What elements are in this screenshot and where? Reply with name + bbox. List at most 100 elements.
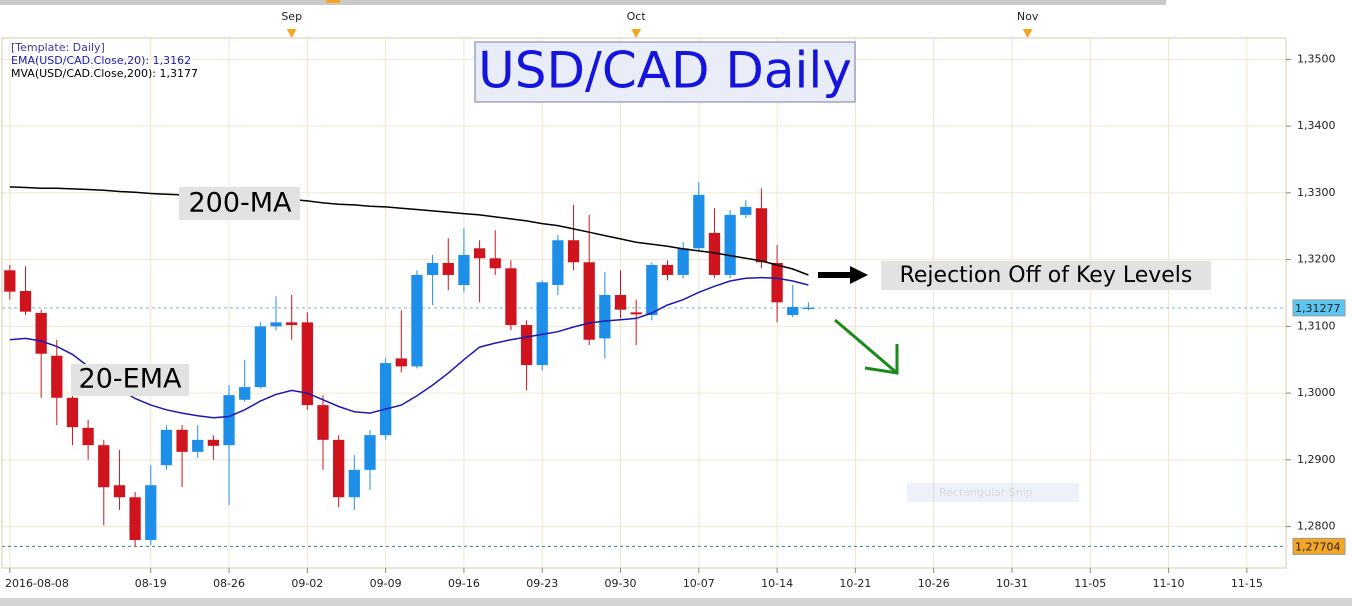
candle-body (693, 194, 705, 249)
x-tick-label: 09-30 (605, 577, 637, 590)
candle-body (66, 397, 79, 428)
y-tick-label: 1,3300 (1297, 186, 1336, 199)
y-tick-label: 1,3500 (1297, 52, 1336, 65)
candle-body (333, 439, 345, 498)
candle-body (567, 240, 580, 263)
annotation: 20-EMA (79, 364, 182, 395)
x-tick-label: 11-15 (1231, 577, 1263, 590)
x-tick-label: 08-26 (213, 577, 245, 590)
annotation: 200-MA (188, 188, 292, 219)
candle-body (787, 307, 799, 316)
legend-entry: MVA(USD/CAD.Close,200): 1,3177 (11, 67, 198, 80)
arrow-head (864, 344, 899, 375)
title-box: USD/CAD Daily (474, 41, 856, 103)
scroll-marker (326, 0, 340, 3)
y-tick-label: 1,2900 (1297, 453, 1336, 466)
candle-body (223, 395, 235, 446)
price-badge (1292, 537, 1346, 555)
candle-body (614, 294, 627, 310)
candle-body (505, 268, 517, 326)
candle-body (458, 254, 470, 285)
candle-body (677, 248, 689, 275)
y-tick-label: 1,3100 (1297, 319, 1336, 332)
annotation-background (71, 364, 189, 396)
candle-body (442, 262, 454, 275)
title-background (474, 41, 856, 103)
month-marker (286, 29, 297, 38)
green-arrow (834, 318, 899, 375)
candle-body (254, 326, 267, 388)
x-tick-label: 11-10 (1153, 577, 1185, 590)
y-tick-label: 1,2800 (1297, 520, 1336, 533)
indicator-line (9, 186, 809, 276)
x-tick-label: 2016-08-08 (5, 577, 69, 590)
candle-body (599, 294, 611, 339)
candle-body (4, 270, 16, 292)
black-arrow (818, 266, 868, 284)
candle-body (286, 322, 298, 326)
arrow-shaft (834, 318, 898, 375)
x-tick-label: 09-23 (526, 577, 558, 590)
candle-body (145, 485, 157, 540)
candle-body (646, 264, 658, 316)
legend: [Template: Daily] EMA(USD/CAD.Close,20):… (11, 41, 198, 80)
x-tick-label: 10-21 (839, 577, 871, 590)
month-label: Sep (281, 10, 302, 23)
candle-body (348, 469, 360, 498)
annotation: Rejection Off of Key Levels (900, 263, 1193, 288)
candle-body (755, 208, 768, 263)
candle-body (740, 206, 752, 215)
month-label: Oct (627, 10, 647, 23)
indicator-line (9, 276, 809, 419)
x-tick-label: 09-02 (291, 577, 323, 590)
candle-body (239, 387, 251, 400)
candle-body (317, 405, 329, 440)
candle-body (802, 307, 815, 310)
candle-body (395, 358, 407, 367)
x-tick-label: 08-19 (135, 577, 167, 590)
candle-body (82, 427, 94, 446)
candle-body (661, 264, 674, 275)
candle-body (51, 355, 63, 398)
candle-body (113, 485, 126, 498)
y-tick-label: 1,3400 (1297, 119, 1336, 132)
candle-body (473, 248, 486, 259)
candle-body (426, 262, 439, 275)
x-tick-label: 09-16 (448, 577, 480, 590)
scroll-strip (0, 0, 1166, 5)
candle-body (630, 312, 642, 315)
x-tick-label: 10-26 (918, 577, 950, 590)
candle-body (35, 313, 47, 354)
candle-body (98, 445, 110, 488)
candle-body (411, 274, 423, 367)
candle-body (771, 262, 783, 303)
candle-body (520, 325, 533, 366)
candle-body (207, 439, 220, 446)
annotation-rejection: Rejection Off of Key Levels (881, 261, 1211, 290)
annotation-background (179, 187, 300, 220)
candle-body (364, 435, 376, 470)
y-tick-label: 1,3200 (1297, 253, 1336, 266)
chart-title: USD/CAD Daily (478, 42, 852, 100)
candle-body (489, 258, 501, 269)
candle-body (301, 322, 313, 406)
month-marker (1022, 29, 1033, 38)
candle-body (176, 429, 188, 452)
price-label: 1,31277 (1295, 302, 1341, 315)
price-badge (1292, 299, 1346, 317)
ghost-background (907, 483, 1079, 502)
candle-body (583, 262, 595, 340)
candle-body (192, 439, 204, 452)
candle-body (160, 429, 173, 466)
candle-body (708, 232, 721, 275)
x-tick-label: 10-07 (683, 577, 715, 590)
x-tick-label: 10-14 (761, 577, 793, 590)
month-label: Nov (1017, 10, 1039, 23)
candle-body (19, 290, 32, 312)
candle-body (724, 214, 736, 275)
candle-body (536, 282, 548, 366)
ghost-text: Rectangular Snip (939, 486, 1033, 499)
x-tick-label: 11-05 (1074, 577, 1106, 590)
marks (4, 182, 815, 547)
